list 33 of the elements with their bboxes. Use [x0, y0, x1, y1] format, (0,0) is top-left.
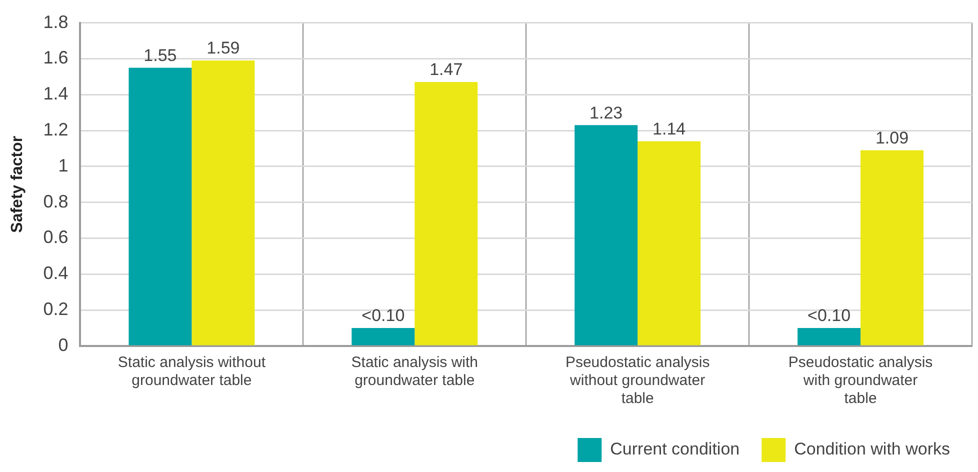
y-tick-label: 1 — [58, 155, 68, 176]
data-label: 1.14 — [652, 119, 686, 138]
bar — [352, 328, 415, 346]
data-label: <0.10 — [808, 306, 851, 326]
y-tick-label: 1.6 — [43, 48, 68, 68]
legend-label: Condition with works — [794, 440, 950, 459]
data-label: 1.47 — [430, 60, 463, 80]
y-tick-label: 1.8 — [43, 12, 68, 32]
y-tick-label: 0.8 — [43, 191, 68, 212]
bar — [798, 328, 861, 346]
bar — [638, 141, 701, 346]
y-tick-label: 0.6 — [43, 227, 68, 248]
legend-label: Current condition — [610, 440, 740, 459]
y-tick-label: 1.2 — [43, 120, 68, 140]
y-tick-label: 0 — [58, 334, 68, 355]
y-tick-label: 0.2 — [43, 299, 68, 320]
bar — [192, 60, 255, 346]
data-label: <0.10 — [362, 306, 405, 326]
x-tick-label: Static analysis without groundwater table — [118, 354, 266, 390]
x-tick-label: Pseudostatic analysis with groundwater table — [788, 354, 933, 408]
bar — [574, 125, 638, 346]
data-label: 1.09 — [875, 128, 909, 148]
x-tick-label: Pseudostatic analysis without groundwater table — [565, 354, 710, 408]
data-label: 1.55 — [144, 46, 177, 65]
y-axis-title: Safety factor — [9, 136, 26, 233]
x-tick-label: Static analysis with groundwater table — [351, 354, 478, 390]
data-label: 1.23 — [590, 103, 623, 122]
y-tick-label: 0.4 — [43, 263, 68, 284]
y-tick-label: 1.4 — [43, 84, 68, 104]
data-label: 1.59 — [206, 38, 240, 58]
bar — [128, 68, 192, 346]
bar — [414, 82, 478, 346]
bar — [860, 150, 924, 346]
